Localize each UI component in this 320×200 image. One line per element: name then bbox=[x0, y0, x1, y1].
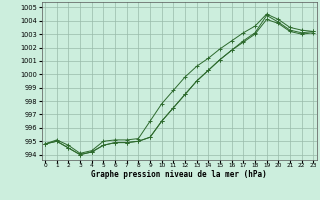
X-axis label: Graphe pression niveau de la mer (hPa): Graphe pression niveau de la mer (hPa) bbox=[91, 170, 267, 179]
